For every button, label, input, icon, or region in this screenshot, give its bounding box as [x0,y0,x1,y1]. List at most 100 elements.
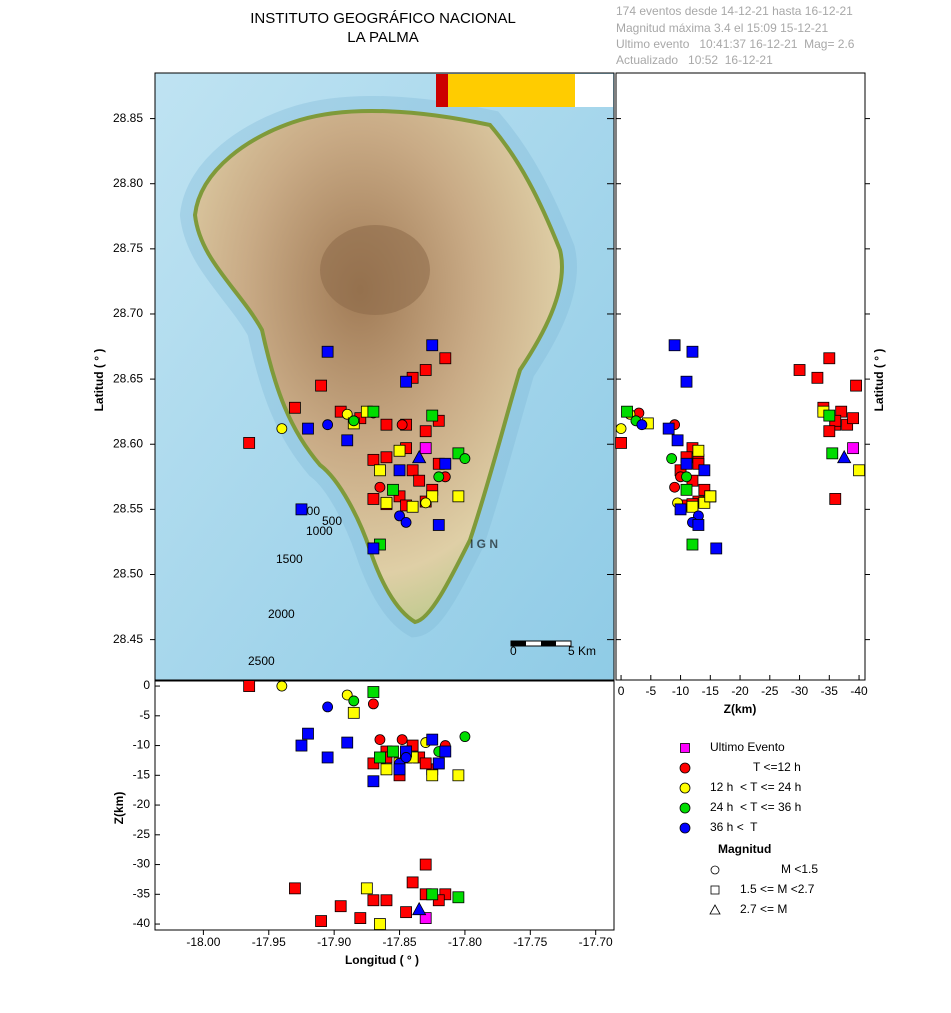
circle-marker [459,731,471,743]
square-marker [668,339,681,352]
x-tick-label: -17.75 [513,935,547,949]
square-marker [671,434,684,447]
square-marker [452,769,465,782]
circle-marker [666,453,678,464]
circle-marker [459,453,471,464]
circle-marker [374,481,386,493]
square-marker [439,745,452,758]
circle-marker [669,481,681,493]
watermark: I G N [470,537,498,551]
square-marker [374,751,386,764]
square-marker [347,706,360,719]
square-marker [823,425,836,438]
y-tick-label: -10 [133,738,151,752]
square-marker [334,900,347,913]
y-axis-label: Latitud ( ° ) [92,349,106,412]
square-marker [692,457,705,470]
square-marker [692,519,705,531]
square-marker [406,500,419,513]
square-marker [662,422,675,435]
circle-marker [276,423,288,435]
square-marker [321,345,334,358]
y-tick-label: -30 [133,857,151,871]
square-marker [380,894,393,907]
square-marker [426,339,439,352]
square-marker [380,496,393,509]
title: INSTITUTO GEOGRÁFICO NACIONAL [250,10,516,27]
triangle-marker [837,449,852,464]
square-marker [452,891,465,904]
contour-label: 500 [322,514,342,528]
info-line: Magnitud máxima 3.4 el 15:09 15-12-21 [616,21,828,35]
y-tick-label: -35 [133,886,151,900]
square-marker [243,680,256,692]
square-marker [374,918,386,930]
y-tick-label: 28.65 [113,371,143,385]
square-marker [621,405,633,418]
square-marker [680,375,693,388]
square-marker [406,464,419,477]
y-tick-label: 0 [143,678,150,692]
square-marker [341,434,354,447]
square-marker [680,743,690,753]
circle-marker [433,471,445,483]
square-marker [426,490,439,503]
square-marker [426,769,439,782]
square-marker [419,364,432,376]
circle-marker [615,423,627,435]
square-marker [387,483,399,496]
square-marker [295,503,308,516]
square-marker [698,464,711,477]
square-marker [823,352,836,365]
square-marker [686,538,699,551]
square-marker [710,885,720,895]
square-marker [432,894,445,907]
legend-label: 24 h < T <= 36 h [710,800,801,814]
square-marker [698,496,711,509]
depth-lat-frame [615,72,866,681]
circle-marker [400,752,412,763]
square-marker [295,739,308,752]
square-marker [393,464,406,477]
map-background [155,73,614,680]
square-marker [367,453,380,466]
triangle-marker [709,904,721,915]
info-line: 174 eventos desde 14-12-21 hasta 16-12-2… [616,4,853,18]
circle-marker [679,762,691,774]
circle-marker [396,419,408,431]
x-axis-label: Z(km) [724,702,757,716]
square-marker [841,418,854,431]
contour-label: 2000 [268,607,295,621]
x-tick-label: -10 [672,684,690,698]
triangle-marker [411,449,427,464]
info-line: Ultimo evento 10:41:37 16-12-21 Mag= 2.6 [616,37,855,51]
square-marker [847,442,860,455]
circle-marker [420,497,432,509]
y-tick-label: -20 [133,797,151,811]
y-tick-label: 28.45 [113,632,143,646]
x-tick-label: -17.90 [317,935,351,949]
circle-marker [679,782,691,794]
square-marker [341,736,354,749]
square-marker [321,751,334,764]
circle-marker [394,510,405,522]
y-tick-label: 28.85 [113,111,143,125]
square-marker [823,409,836,422]
square-marker [380,451,393,464]
legend-title: Magnitud [718,842,771,856]
square-marker [393,763,406,776]
circle-marker [276,680,288,692]
legend-label: T <=12 h [753,760,801,774]
square-marker [698,483,711,496]
circle-marker [679,802,691,814]
x-tick-label: -25 [761,684,779,698]
square-marker [387,745,399,758]
x-tick-label: -15 [702,684,720,698]
square-marker [289,882,301,895]
square-marker [835,405,848,418]
circle-marker [636,419,648,431]
square-marker [811,371,824,384]
square-marker [419,757,432,770]
x-tick-label: -17.80 [448,935,482,949]
